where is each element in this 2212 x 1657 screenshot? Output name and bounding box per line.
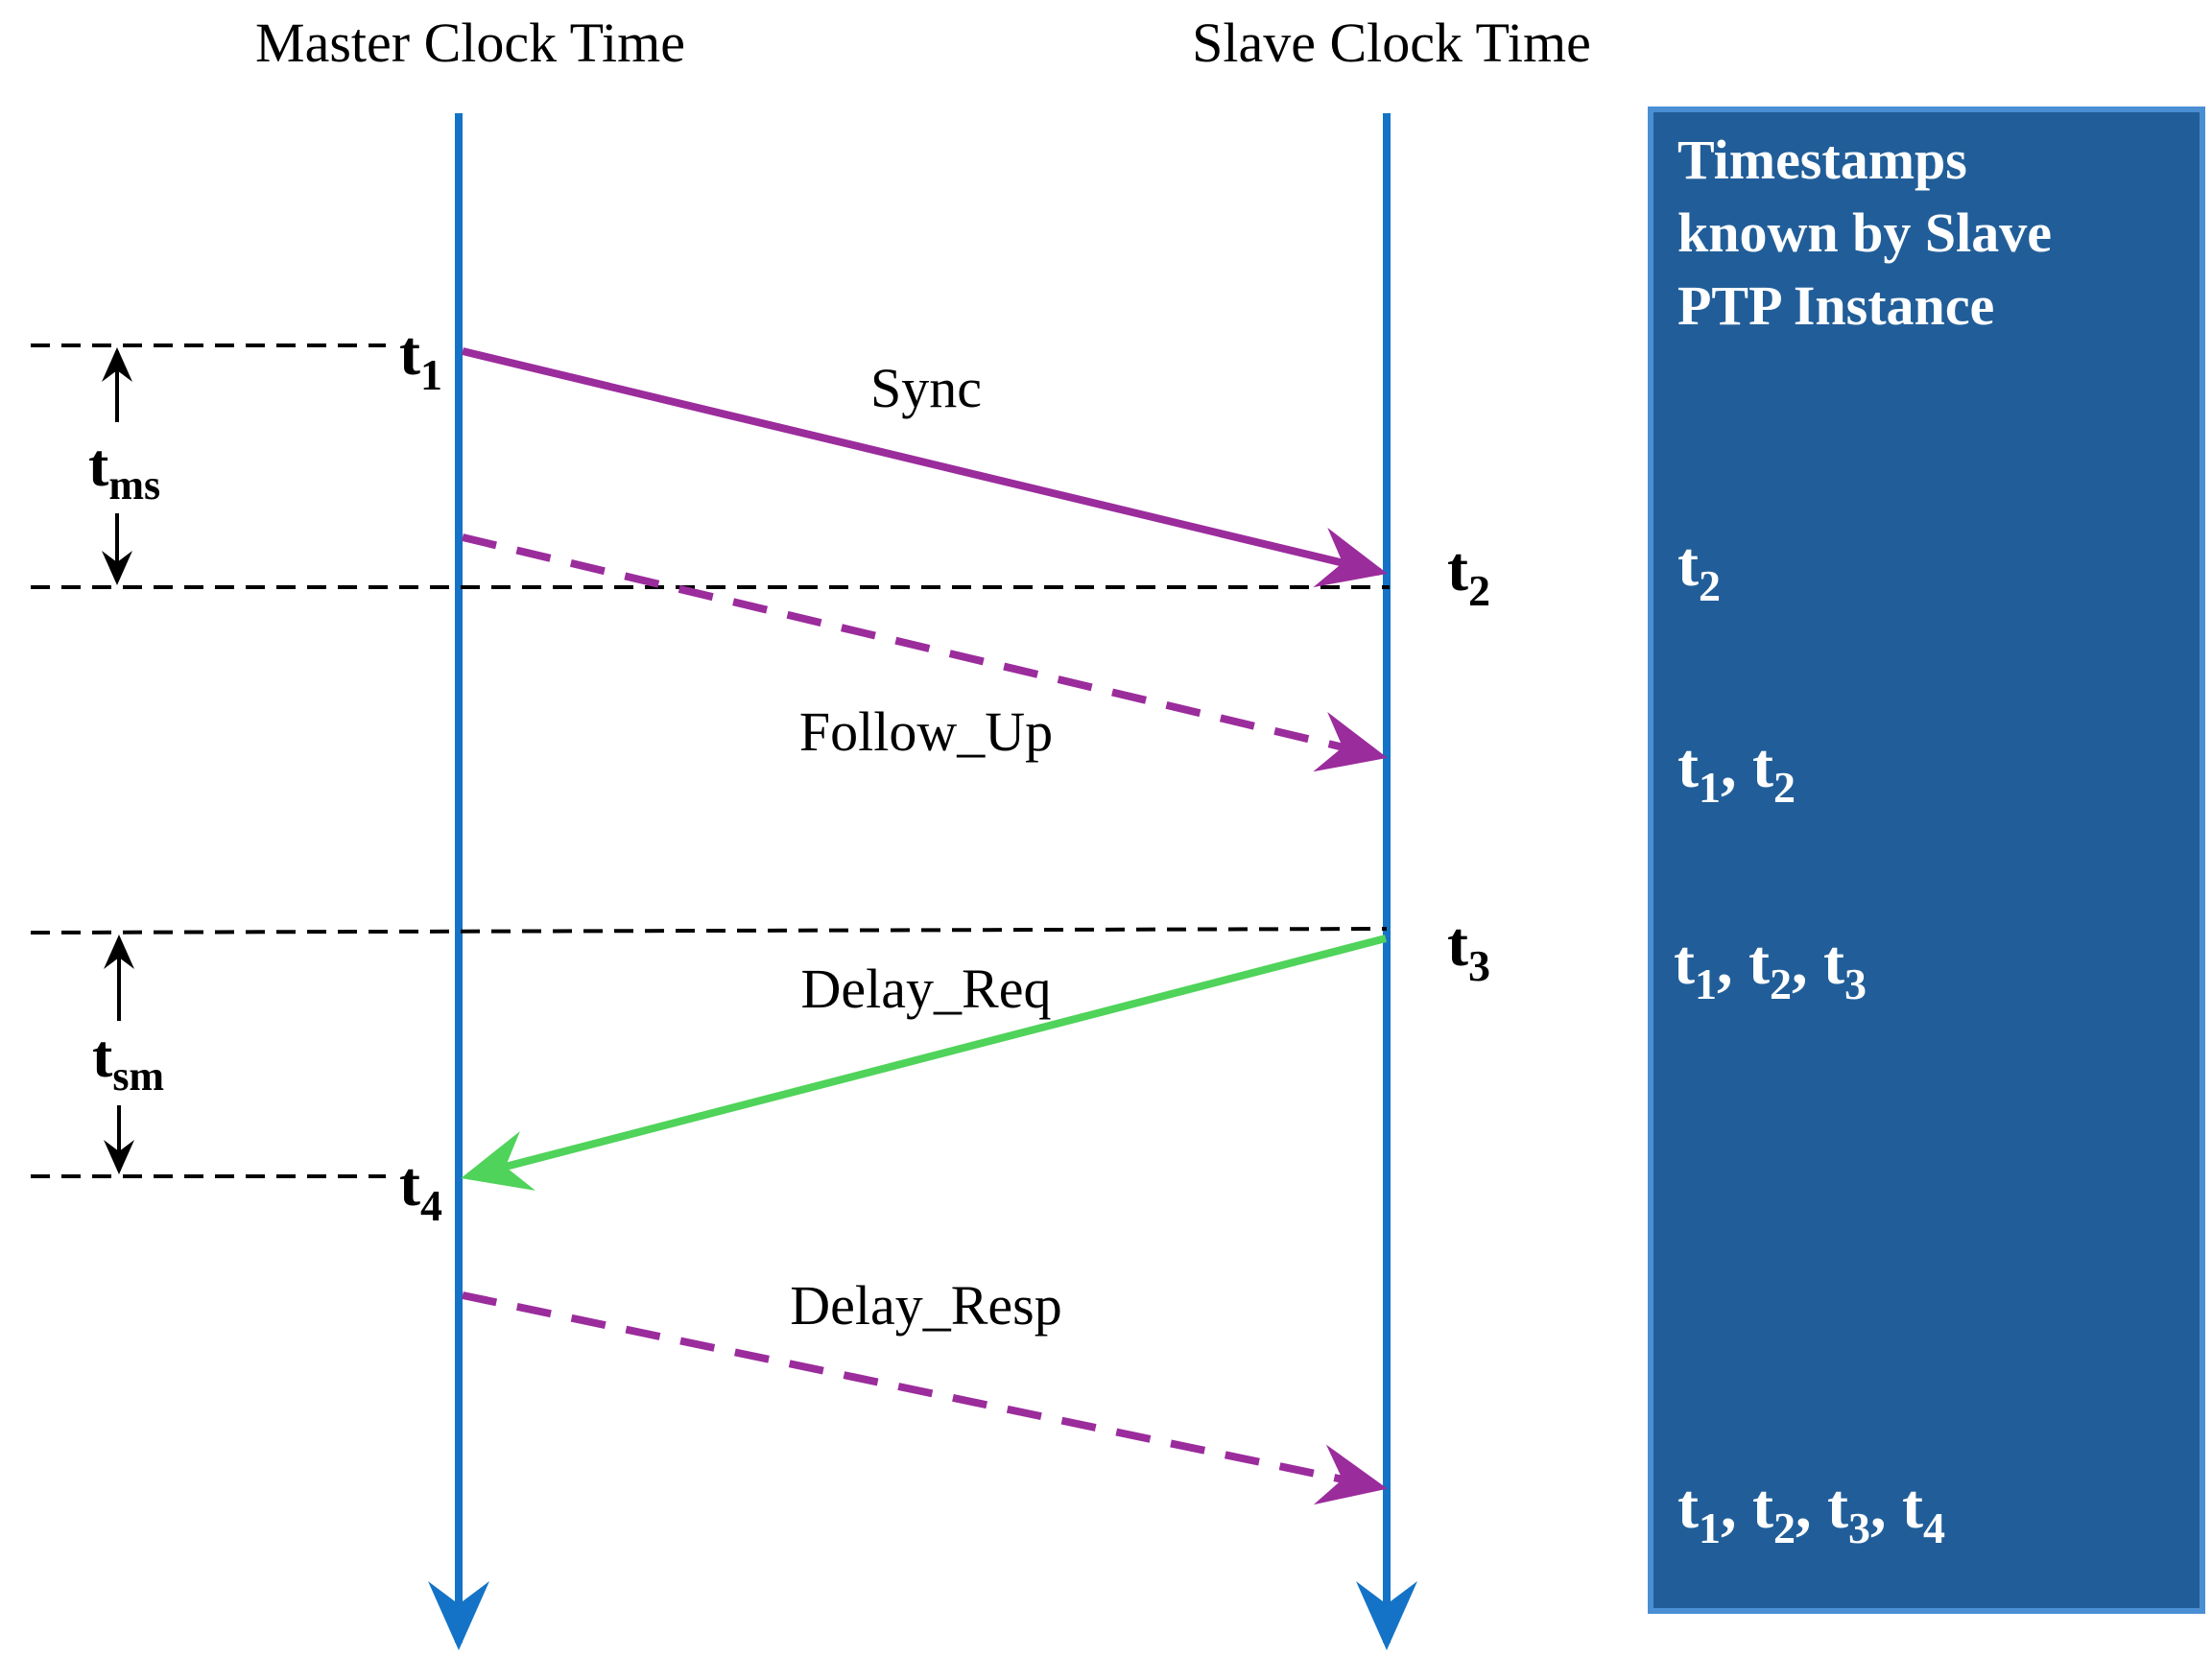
tsm-label: tsm [92,1022,164,1100]
follow-up-message-arrow [462,533,1388,772]
t3-reference-line [30,927,1388,935]
panel-title-line-2: known by Slave [1677,201,2052,264]
panel-title: Timestamps known by Slave PTP Instance [1677,129,2066,337]
sync-label: Sync [870,357,982,419]
slave-clock-header: Slave Clock Time [1192,12,1591,74]
panel-title-line-1: Timestamps [1677,129,1967,191]
timestamps-panel [1648,107,2205,1614]
panel-title-line-3: PTP Instance [1677,274,1994,337]
panel-row-3: t1, t2, t3 [1674,928,1867,1008]
delay-req-label: Delay_Req [801,958,1052,1020]
master-clock-header: Master Clock Time [255,12,685,74]
panel-row-4: t1, t2, t3, t4 [1677,1472,1945,1552]
delay-req-message-arrow [461,935,1388,1191]
t3-label: t3 [1447,910,1490,990]
delay-resp-message-arrow [462,1291,1388,1505]
panel-row-2: t1, t2 [1677,731,1796,812]
tms-label: tms [88,431,160,509]
panel-row-1: t2 [1677,530,1721,610]
t2-label: t2 [1447,534,1490,615]
t1-label: t1 [399,319,442,399]
follow-up-label: Follow_Up [799,700,1053,763]
sync-message-arrow [462,347,1388,588]
delay-resp-label: Delay_Resp [790,1274,1062,1337]
t4-label: t4 [399,1149,442,1230]
